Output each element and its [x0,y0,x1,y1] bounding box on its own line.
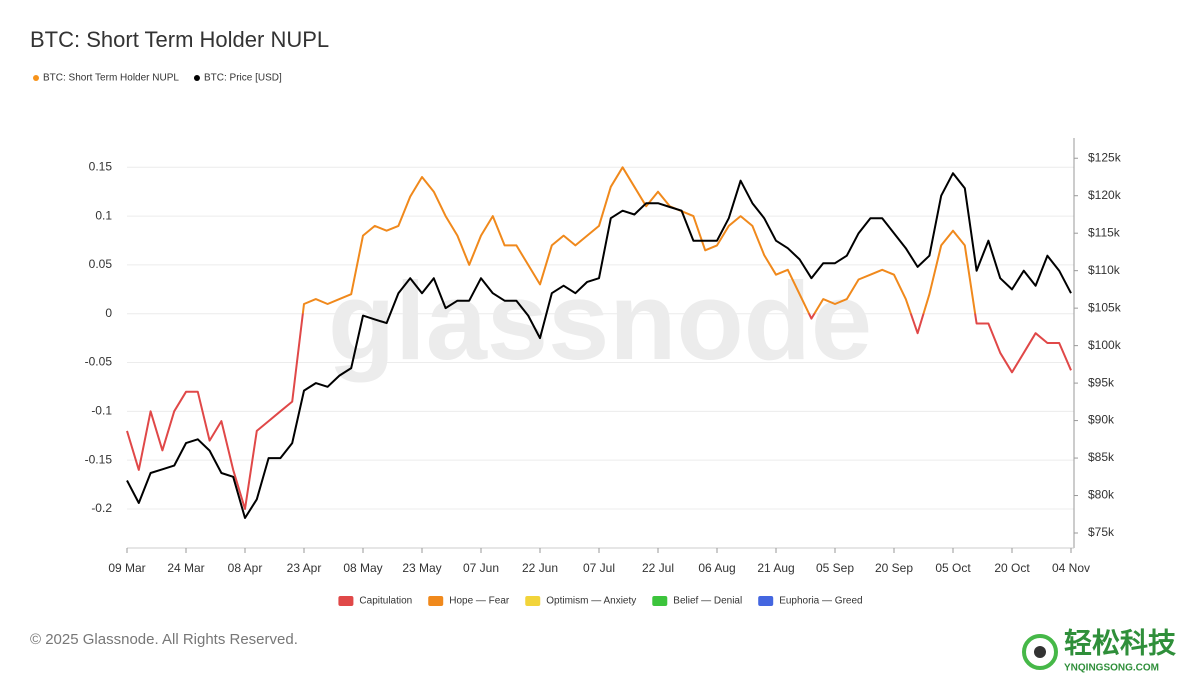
x-tick-label: 07 Jul [583,561,615,575]
y-tick-label: -0.1 [91,404,112,418]
zone-marker [758,596,774,606]
logo-url: YNQINGSONG.COM [1064,663,1159,674]
x-tick-label: 22 Jun [522,561,558,575]
y2-tick-label: $115k [1088,225,1121,239]
logo-eye [1034,646,1046,658]
y-tick-label: 0 [105,306,112,320]
y2-tick-label: $80k [1088,488,1115,502]
zone-label: Capitulation [359,596,412,607]
series-line [126,172,1072,519]
zone-label: Belief — Denial [673,596,742,607]
x-tick-label: 24 Mar [167,561,204,575]
legend-label: BTC: Price [USD] [204,73,282,84]
legend-label: BTC: Short Term Holder NUPL [43,73,179,84]
x-tick-label: 07 Jun [463,561,499,575]
x-tick-label: 08 May [343,561,382,575]
x-tick-label: 08 Apr [228,561,263,575]
zone-label: Optimism — Anxiety [546,596,636,607]
zone-marker [338,596,354,606]
zone-legend-item: Hope — Fear [428,596,510,607]
x-tick-label: 22 Jul [642,561,674,575]
zone-marker [652,596,668,606]
legend-marker [193,75,200,81]
x-tick-label: 04 Nov [1052,561,1090,575]
y2-tick-label: $75k [1088,525,1115,539]
y2-tick-label: $90k [1088,413,1115,427]
x-tick-label: 23 Apr [287,561,322,575]
y2-tick-label: $110k [1088,263,1121,277]
x-tick-label: 20 Oct [994,561,1030,575]
y-tick-label: 0.1 [95,208,112,222]
zone-legend-item: Belief — Denial [652,596,742,607]
y2-tick-label: $125k [1088,150,1122,164]
series-line [126,166,1072,510]
zone-label: Hope — Fear [449,596,510,607]
y-tick-label: -0.2 [91,501,112,515]
x-tick-label: 20 Sep [875,561,913,575]
y-tick-label: -0.15 [85,452,113,466]
zone-label: Euphoria — Greed [779,596,862,607]
chart-title: BTC: Short Term Holder NUPL [30,27,329,52]
y2-tick-label: $100k [1088,338,1122,352]
zone-legend-item: Capitulation [338,596,412,607]
y2-tick-label: $120k [1088,188,1122,202]
x-tick-label: 05 Oct [935,561,971,575]
copyright: © 2025 Glassnode. All Rights Reserved. [30,631,298,648]
zone-marker [525,596,541,606]
logo-text: 轻松科技 [1064,627,1176,658]
y2-tick-label: $95k [1088,375,1115,389]
x-tick-label: 06 Aug [698,561,735,575]
x-tick-label: 21 Aug [757,561,794,575]
y-tick-label: 0.05 [89,257,113,271]
x-tick-label: 09 Mar [108,561,145,575]
y-tick-label: -0.05 [85,355,113,369]
y2-tick-label: $105k [1088,300,1122,314]
zone-legend-item: Optimism — Anxiety [525,596,636,607]
y-tick-label: 0.15 [89,159,113,173]
zone-marker [428,596,444,606]
legend-marker [33,75,39,81]
x-tick-label: 05 Sep [816,561,854,575]
zone-legend-item: Euphoria — Greed [758,596,863,607]
y2-tick-label: $85k [1088,450,1115,464]
x-tick-label: 23 May [402,561,441,575]
